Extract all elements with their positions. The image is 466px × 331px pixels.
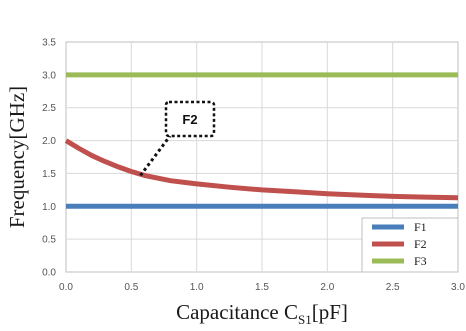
y-tick-label: 0.0 <box>42 268 56 279</box>
y-tick-label: 1.0 <box>42 202 56 213</box>
y-tick-label: 3.5 <box>42 38 56 49</box>
callout-label: F2 <box>182 112 197 127</box>
callout-box <box>164 100 216 138</box>
x-axis-title-main: Capacitance C <box>176 300 298 324</box>
x-axis-title-unit: [pF] <box>312 300 348 324</box>
x-axis-title: Capacitance CS1[pF] <box>176 300 348 327</box>
callout-leader-line <box>139 135 172 177</box>
y-tick-label: 1.5 <box>42 169 56 180</box>
x-tick-label: 3.0 <box>451 282 465 293</box>
y-tick-label: 2.0 <box>42 136 56 147</box>
x-tick-label: 0.5 <box>124 282 138 293</box>
x-tick-label: 0.0 <box>59 282 73 293</box>
x-tick-label: 2.5 <box>386 282 400 293</box>
y-tick-label: 3.0 <box>42 70 56 81</box>
series-line-f2 <box>64 138 459 201</box>
data-series <box>64 72 459 209</box>
y-axis-title: Frequency[GHz] <box>5 86 29 228</box>
legend-label-f1: F1 <box>414 220 427 234</box>
tick-labels: 0.0 0.5 1.0 1.5 2.0 2.5 3.0 0.0 0.5 1.0 1.5 2.0 2.5 3… <box>42 38 465 294</box>
y-tick-label: 2.5 <box>42 103 56 114</box>
x-tick-label: 2.0 <box>320 282 334 293</box>
legend-label-f2: F2 <box>414 237 427 251</box>
x-tick-label: 1.0 <box>190 282 204 293</box>
legend: F1 F2 F3 <box>361 217 459 273</box>
legend-label-f3: F3 <box>414 254 427 268</box>
x-axis-title-subscript: S1 <box>298 312 312 327</box>
y-tick-label: 0.5 <box>42 235 56 246</box>
f2-callout: F2 <box>139 100 216 177</box>
x-tick-label: 1.5 <box>255 282 269 293</box>
